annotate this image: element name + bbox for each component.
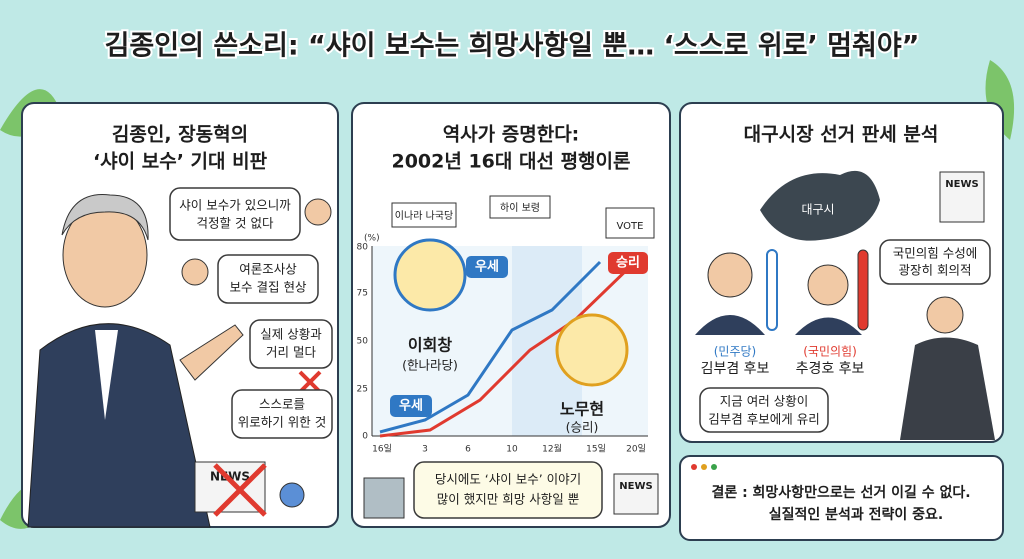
y-tick-label: 80 bbox=[357, 243, 369, 253]
bubble-text: 지금 여러 상황이 bbox=[720, 394, 808, 409]
speech-bubble bbox=[249, 319, 333, 369]
trend-line bbox=[379, 260, 637, 438]
bubble-text: 김부겸 후보에게 유리 bbox=[708, 412, 819, 427]
candidate-name: 이회창 bbox=[408, 336, 452, 355]
x-tick-label: 6 bbox=[465, 445, 471, 455]
sign-text: 이나라 나국당 bbox=[395, 210, 453, 222]
x-tick-label: 15일 bbox=[586, 444, 606, 455]
sign-text: VOTE bbox=[617, 221, 644, 232]
person-suit bbox=[27, 323, 211, 528]
newspaper bbox=[613, 473, 659, 515]
window-dot bbox=[701, 464, 707, 470]
map-shape bbox=[760, 170, 880, 241]
portrait bbox=[807, 264, 849, 306]
candidate-party: (한나라당) bbox=[402, 358, 458, 373]
bubble-text: 많이 했지만 희망 사항일 뿐 bbox=[437, 492, 579, 507]
leaf bbox=[985, 60, 1015, 140]
news-label: NEWS bbox=[945, 179, 978, 190]
conclusion-text: 결론 : 희망사항만으로는 선거 이길 수 없다. bbox=[711, 484, 970, 501]
page-title: 김종인의 쓴소리: “샤이 보수는 희망사항일 뿐… ‘스스로 위로’ 멈춰야” bbox=[105, 31, 920, 62]
x-tick-label: 10 bbox=[506, 445, 518, 455]
window-dot bbox=[711, 464, 717, 470]
person-hair bbox=[61, 194, 149, 241]
mini-person bbox=[304, 198, 332, 226]
speech-bubble bbox=[413, 461, 603, 519]
portrait bbox=[555, 313, 629, 387]
tag-text: 우세 bbox=[475, 260, 499, 275]
portrait bbox=[926, 296, 964, 334]
speech-bubble bbox=[217, 254, 319, 304]
candidate-name: 노무현 bbox=[560, 400, 604, 419]
y-tick-label: 50 bbox=[357, 337, 369, 347]
bubble-text: 샤이 보수가 있으니까 bbox=[179, 198, 291, 213]
bubble-text: 위로하기 위한 것 bbox=[238, 415, 326, 430]
bubble-text: 광장히 회의적 bbox=[899, 263, 972, 278]
sign bbox=[391, 202, 457, 228]
trend-line bbox=[379, 260, 602, 434]
x-tick-label: 12월 bbox=[542, 443, 562, 455]
map-label: 대구시 bbox=[801, 203, 834, 217]
newspaper bbox=[939, 171, 985, 223]
panel-heading: 2002년 16대 대선 평행이론 bbox=[391, 151, 630, 173]
panel-heading: 역사가 증명한다: bbox=[443, 124, 580, 146]
person-hand bbox=[179, 324, 244, 381]
sign bbox=[489, 195, 551, 219]
newspaper bbox=[194, 461, 266, 513]
panel-heading: 대구시장 선거 판세 분석 bbox=[744, 124, 939, 146]
bubble-text: 실제 상황과 bbox=[260, 327, 322, 342]
sign-text: 하이 보령 bbox=[500, 201, 540, 214]
conclusion-text: 실질적인 분석과 전략이 중요. bbox=[769, 506, 944, 523]
candidate-party: (국민의힘) bbox=[803, 345, 857, 359]
portrait bbox=[393, 238, 467, 312]
y-tick-label: 75 bbox=[357, 289, 368, 299]
ballot-box bbox=[363, 477, 405, 519]
candidate-result: (승리) bbox=[566, 420, 599, 435]
panel-heading: 김종인, 장동혁의 bbox=[112, 124, 248, 146]
bubble-text: 스스로를 bbox=[259, 397, 305, 412]
candidate-name: 김부겸 후보 bbox=[701, 361, 770, 377]
bubble-text: 보수 결집 현상 bbox=[230, 280, 307, 295]
x-tick-label: 16일 bbox=[372, 444, 392, 455]
suit bbox=[900, 337, 995, 440]
x-tick-label: 20일 bbox=[626, 444, 646, 455]
suit bbox=[795, 317, 862, 335]
person-shirt bbox=[95, 330, 118, 420]
speech-bubble bbox=[169, 187, 301, 241]
suit bbox=[695, 315, 765, 335]
cross-icon bbox=[298, 370, 322, 394]
tag bbox=[466, 256, 508, 278]
mini-person bbox=[181, 258, 209, 286]
tag bbox=[608, 252, 648, 274]
tag-text: 우세 bbox=[399, 399, 423, 414]
conclusion-box bbox=[679, 455, 1004, 541]
bubble-text: 걱정할 것 없다 bbox=[197, 216, 274, 231]
bubble-text: 거리 멀다 bbox=[266, 345, 316, 360]
y-tick-label: 25 bbox=[357, 385, 368, 395]
ballot-box bbox=[605, 207, 655, 239]
x-tick-label: 3 bbox=[422, 445, 428, 455]
bubble-text: 당시에도 ‘샤이 보수’ 이야기 bbox=[435, 472, 581, 487]
panel-heading: ‘샤이 보수’ 기대 비판 bbox=[93, 151, 268, 173]
bubble-text: 여론조사상 bbox=[239, 262, 297, 277]
tag-text: 승리 bbox=[616, 255, 640, 271]
y-tick-label: 0 bbox=[362, 432, 368, 442]
speech-bubble bbox=[879, 239, 991, 285]
thermometer bbox=[766, 249, 778, 331]
portrait bbox=[707, 252, 753, 298]
news-label: NEWS bbox=[619, 481, 652, 492]
bubble-text: 국민의힘 수성에 bbox=[893, 246, 977, 261]
thermometer bbox=[857, 249, 869, 331]
axis-unit: (%) bbox=[364, 234, 380, 244]
candidate-name: 추경호 후보 bbox=[796, 361, 865, 377]
speech-bubble bbox=[231, 389, 333, 439]
candidate-party: (민주당) bbox=[714, 345, 756, 359]
cross-icon bbox=[213, 463, 267, 517]
tag bbox=[390, 395, 432, 417]
speech-bubble bbox=[699, 387, 829, 433]
window-dot bbox=[691, 464, 697, 470]
gear-icon bbox=[279, 482, 305, 508]
